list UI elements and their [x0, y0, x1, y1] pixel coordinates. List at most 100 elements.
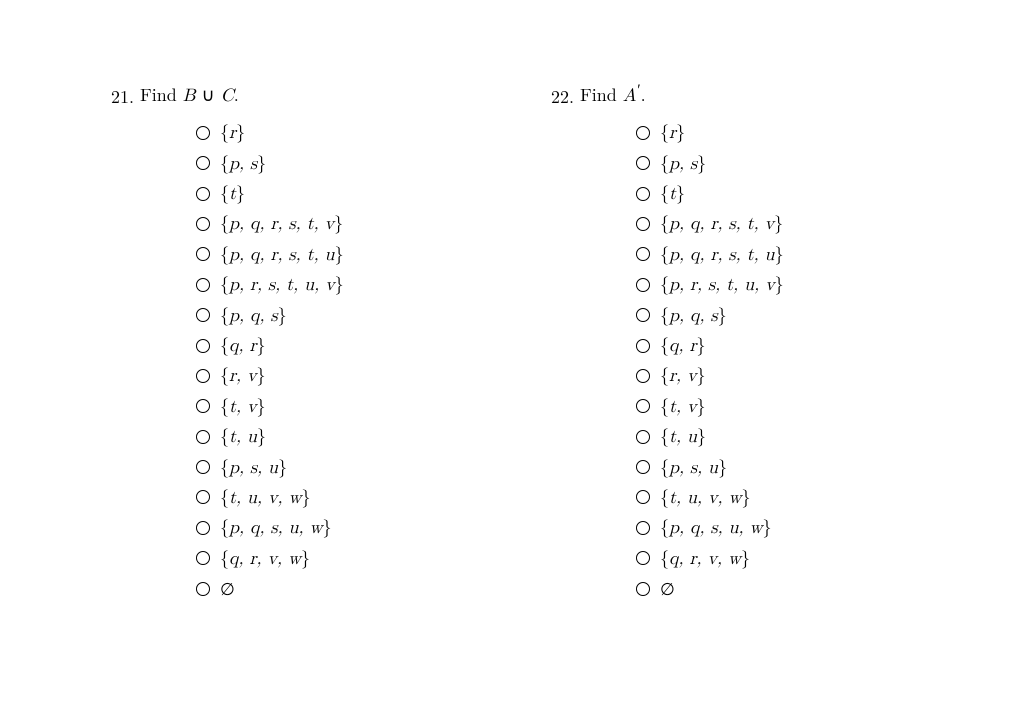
- option-row[interactable]: {q, r}: [636, 330, 980, 360]
- option-row[interactable]: {p, s}: [636, 148, 980, 178]
- prompt-prefix: Find: [140, 82, 183, 107]
- option-row[interactable]: ∅: [196, 573, 540, 603]
- option-row[interactable]: {t, u}: [636, 422, 980, 452]
- option-label: {r}: [660, 123, 685, 142]
- option-label: {p, q, s, u, w}: [660, 518, 772, 537]
- radio-icon[interactable]: [636, 308, 650, 322]
- option-row[interactable]: {t}: [196, 178, 540, 208]
- option-row[interactable]: {p, q, r, s, t, v}: [636, 209, 980, 239]
- option-row[interactable]: {p, q, r, s, t, u}: [636, 239, 980, 269]
- option-row[interactable]: {r}: [636, 118, 980, 148]
- option-label: {p, q, s}: [660, 306, 727, 325]
- radio-icon[interactable]: [636, 430, 650, 444]
- option-label: {t}: [220, 184, 245, 203]
- option-label: {p, s}: [660, 154, 706, 173]
- radio-icon[interactable]: [196, 399, 210, 413]
- option-label: {p, q, r, s, t, u}: [220, 245, 344, 264]
- option-label: {q, r, v, w}: [660, 549, 750, 568]
- option-row[interactable]: {t, u, v, w}: [196, 482, 540, 512]
- option-label: {p, q, r, s, t, v}: [660, 214, 783, 233]
- option-row[interactable]: {p, q, s}: [196, 300, 540, 330]
- option-label: {r, v}: [220, 366, 266, 385]
- radio-icon[interactable]: [196, 430, 210, 444]
- radio-icon[interactable]: [196, 156, 210, 170]
- prompt-suffix: .: [234, 82, 239, 107]
- prompt-math: B ∪ C: [183, 82, 234, 107]
- option-label: {q, r}: [660, 336, 706, 355]
- option-row[interactable]: {r, v}: [196, 361, 540, 391]
- question-body: Find B ∪ C. {r} {p, s} {t} {p, q, r, s, t, …: [140, 84, 540, 604]
- option-label: ∅: [220, 580, 235, 598]
- option-row[interactable]: {t, u}: [196, 422, 540, 452]
- option-row[interactable]: {p, q, r, s, t, u}: [196, 239, 540, 269]
- option-row[interactable]: {t}: [636, 178, 980, 208]
- option-row[interactable]: {q, r, v, w}: [636, 543, 980, 573]
- question-21: 21. Find B ∪ C. {r}{p, s}{t}{p, q, r, s,…: [100, 84, 540, 604]
- option-list: {r} {p, s} {t} {p, q, r, s, t, v} {p, q, r, …: [140, 118, 540, 604]
- option-row[interactable]: {p, q, s, u, w}: [636, 513, 980, 543]
- radio-icon[interactable]: [636, 490, 650, 504]
- option-row[interactable]: {t, v}: [196, 391, 540, 421]
- option-row[interactable]: {p, q, s, u, w}: [196, 513, 540, 543]
- radio-icon[interactable]: [636, 126, 650, 140]
- radio-icon[interactable]: [636, 278, 650, 292]
- option-row[interactable]: ∅: [636, 573, 980, 603]
- radio-icon[interactable]: [196, 490, 210, 504]
- radio-icon[interactable]: [636, 369, 650, 383]
- radio-icon[interactable]: [196, 217, 210, 231]
- radio-icon[interactable]: [196, 187, 210, 201]
- radio-icon[interactable]: [196, 551, 210, 565]
- option-list: {r} {p, s} {t} {p, q, r, s, t, v} {p, q, r, …: [580, 118, 980, 604]
- question-body: Find A′. {r}{p, s}{t}{p, q, r, s, t, v}{…: [580, 84, 980, 604]
- radio-icon[interactable]: [196, 460, 210, 474]
- option-row[interactable]: {r, v}: [636, 361, 980, 391]
- radio-icon[interactable]: [636, 187, 650, 201]
- option-row[interactable]: {p, q, r, s, t, v}: [196, 209, 540, 239]
- option-label: {t, u}: [660, 427, 706, 446]
- option-row[interactable]: {r}: [196, 118, 540, 148]
- radio-icon[interactable]: [196, 247, 210, 261]
- option-label: {q, r}: [220, 336, 266, 355]
- option-label: {t, u, v, w}: [660, 488, 750, 507]
- question-22: 22. Find A′. {r}{p, s}{t}{p, q, r, s, t,…: [540, 84, 980, 604]
- radio-icon[interactable]: [636, 217, 650, 231]
- option-label: {t, v}: [660, 397, 706, 416]
- prompt-prefix: Find: [580, 82, 623, 107]
- radio-icon[interactable]: [196, 126, 210, 140]
- option-label: ∅: [660, 580, 675, 598]
- radio-icon[interactable]: [636, 521, 650, 535]
- option-label: {p, s}: [220, 154, 266, 173]
- option-label: {t, v}: [220, 397, 266, 416]
- radio-icon[interactable]: [196, 582, 210, 596]
- option-row[interactable]: {p, s, u}: [196, 452, 540, 482]
- radio-icon[interactable]: [636, 399, 650, 413]
- radio-icon[interactable]: [196, 339, 210, 353]
- option-label: {p, r, s, t, u, v}: [660, 275, 784, 294]
- radio-icon[interactable]: [196, 278, 210, 292]
- option-row[interactable]: {p, s}: [196, 148, 540, 178]
- option-label: {p, q, r, s, t, v}: [220, 214, 343, 233]
- radio-icon[interactable]: [196, 369, 210, 383]
- option-row[interactable]: {p, r, s, t, u, v}: [636, 270, 980, 300]
- option-label: {p, q, s}: [220, 306, 287, 325]
- radio-icon[interactable]: [636, 460, 650, 474]
- option-row[interactable]: {t, v}: [636, 391, 980, 421]
- option-row[interactable]: {p, q, s}: [636, 300, 980, 330]
- radio-icon[interactable]: [636, 551, 650, 565]
- option-label: {q, r, v, w}: [220, 549, 310, 568]
- radio-icon[interactable]: [196, 521, 210, 535]
- option-row[interactable]: {p, r, s, t, u, v}: [196, 270, 540, 300]
- radio-icon[interactable]: [636, 582, 650, 596]
- radio-icon[interactable]: [636, 156, 650, 170]
- option-row[interactable]: {q, r}: [196, 330, 540, 360]
- option-row[interactable]: {t, u, v, w}: [636, 482, 980, 512]
- radio-icon[interactable]: [636, 247, 650, 261]
- radio-icon[interactable]: [196, 308, 210, 322]
- option-row[interactable]: {q, r, v, w}: [196, 543, 540, 573]
- option-label: {p, r, s, t, u, v}: [220, 275, 344, 294]
- option-label: {r, v}: [660, 366, 706, 385]
- question-prompt: Find B ∪ C.: [140, 84, 540, 108]
- question-prompt: Find A′.: [580, 84, 980, 108]
- option-row[interactable]: {p, s, u}: [636, 452, 980, 482]
- radio-icon[interactable]: [636, 339, 650, 353]
